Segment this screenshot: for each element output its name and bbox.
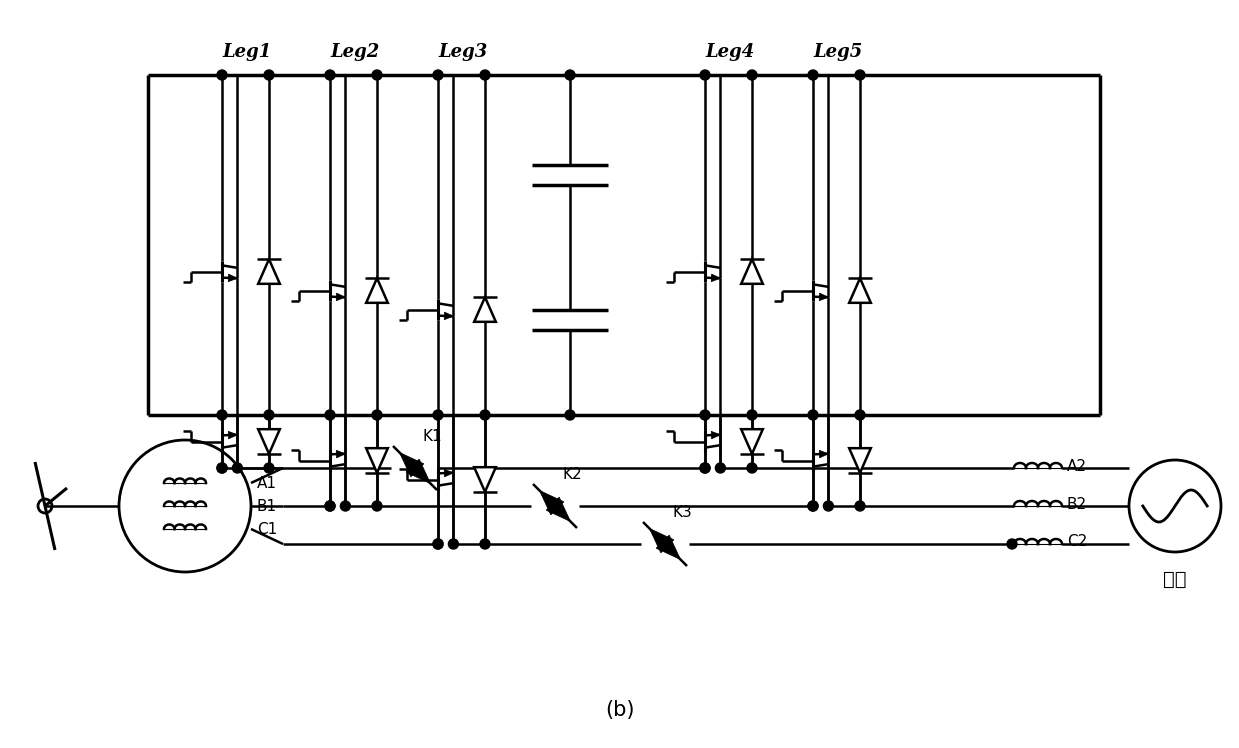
Circle shape <box>264 463 274 473</box>
Polygon shape <box>849 448 871 473</box>
Text: Leg3: Leg3 <box>439 43 488 61</box>
Polygon shape <box>258 259 280 283</box>
Polygon shape <box>741 429 763 454</box>
Text: Leg1: Leg1 <box>223 43 271 61</box>
Circle shape <box>479 70 489 80</box>
Polygon shape <box>336 293 346 301</box>
Circle shape <box>700 463 710 473</box>
Circle shape <box>700 70 710 80</box>
Text: A1: A1 <box>256 476 278 491</box>
Text: Leg5: Leg5 <box>814 43 862 61</box>
Circle shape <box>217 410 227 420</box>
Circle shape <box>1007 539 1017 549</box>
Text: C1: C1 <box>256 521 278 536</box>
Circle shape <box>747 463 757 473</box>
Circle shape <box>855 501 865 511</box>
Circle shape <box>217 70 227 80</box>
Circle shape <box>325 410 335 420</box>
Polygon shape <box>228 274 238 282</box>
Circle shape <box>325 501 335 511</box>
Polygon shape <box>711 274 720 282</box>
Text: B1: B1 <box>256 498 278 513</box>
Circle shape <box>808 410 818 420</box>
Circle shape <box>479 539 489 549</box>
Circle shape <box>432 70 444 80</box>
Text: B2: B2 <box>1067 497 1087 512</box>
Circle shape <box>479 410 489 420</box>
Text: (b): (b) <box>605 700 634 720</box>
Polygon shape <box>539 491 564 515</box>
Circle shape <box>217 463 227 473</box>
Polygon shape <box>819 293 829 301</box>
Circle shape <box>565 70 575 80</box>
Circle shape <box>715 463 725 473</box>
Circle shape <box>824 501 834 511</box>
Polygon shape <box>819 450 829 458</box>
Text: A2: A2 <box>1067 459 1087 473</box>
Polygon shape <box>258 429 280 454</box>
Circle shape <box>217 463 227 473</box>
Circle shape <box>325 70 335 80</box>
Circle shape <box>372 501 382 511</box>
Circle shape <box>233 463 243 473</box>
Circle shape <box>372 70 382 80</box>
Text: K1: K1 <box>422 429 442 444</box>
Polygon shape <box>741 259 763 283</box>
Circle shape <box>341 501 351 511</box>
Circle shape <box>747 410 757 420</box>
Polygon shape <box>399 453 424 477</box>
Polygon shape <box>336 450 346 458</box>
Circle shape <box>325 501 335 511</box>
Circle shape <box>808 501 818 511</box>
Circle shape <box>432 539 444 549</box>
Text: Leg4: Leg4 <box>705 43 755 61</box>
Text: Leg2: Leg2 <box>331 43 380 61</box>
Circle shape <box>747 70 757 80</box>
Polygon shape <box>711 432 720 439</box>
Polygon shape <box>475 468 496 492</box>
Text: K2: K2 <box>563 467 582 482</box>
Polygon shape <box>445 469 453 477</box>
Circle shape <box>808 501 818 511</box>
Circle shape <box>432 410 444 420</box>
Text: K3: K3 <box>673 505 693 520</box>
Circle shape <box>700 463 710 473</box>
Circle shape <box>264 70 274 80</box>
Polygon shape <box>546 497 570 521</box>
Polygon shape <box>445 312 453 319</box>
Circle shape <box>855 410 865 420</box>
Circle shape <box>449 539 458 549</box>
Polygon shape <box>367 448 388 473</box>
Polygon shape <box>657 535 680 560</box>
Text: 电网: 电网 <box>1163 570 1187 589</box>
Circle shape <box>808 70 818 80</box>
Circle shape <box>700 410 710 420</box>
Polygon shape <box>849 278 871 303</box>
Polygon shape <box>475 297 496 322</box>
Circle shape <box>372 410 382 420</box>
Circle shape <box>264 410 274 420</box>
Circle shape <box>432 539 444 549</box>
Polygon shape <box>649 528 674 553</box>
Polygon shape <box>228 432 238 439</box>
Polygon shape <box>367 278 388 303</box>
Circle shape <box>855 70 865 80</box>
Text: C2: C2 <box>1067 535 1088 550</box>
Circle shape <box>565 410 575 420</box>
Polygon shape <box>406 459 431 483</box>
